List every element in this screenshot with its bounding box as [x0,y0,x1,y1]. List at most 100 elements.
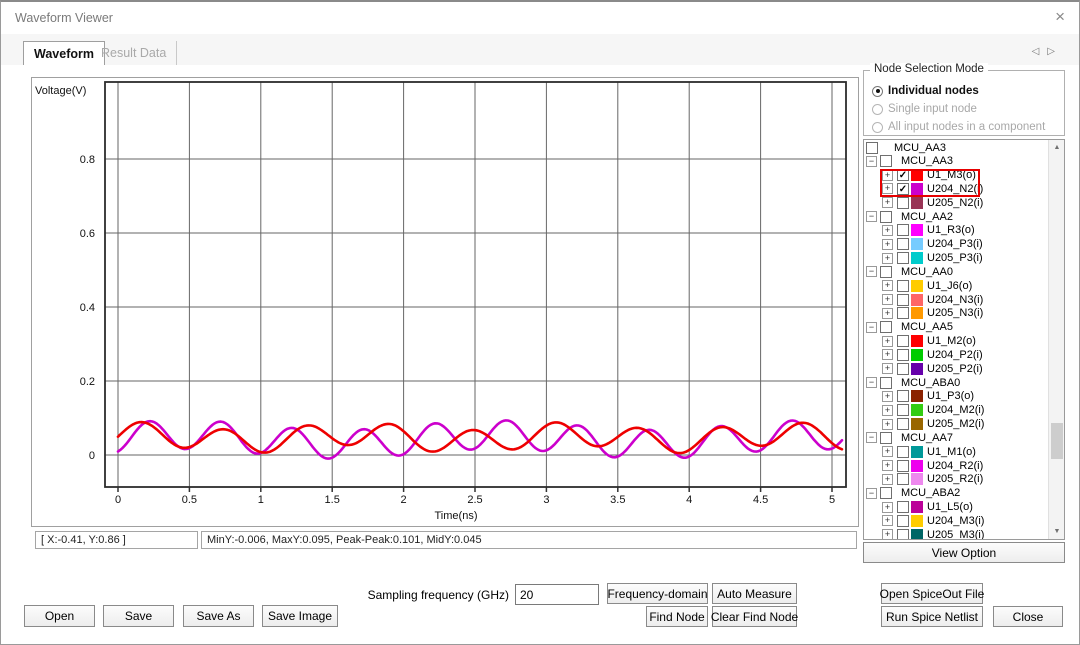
find-node-button[interactable]: Find Node [646,606,708,627]
open-button[interactable]: Open [24,605,95,627]
tree-row-MCU_ABA0[interactable]: − MCU_ABA0 [864,376,1048,390]
node-label[interactable]: MCU_AA3 [901,155,953,168]
expand-icon[interactable]: + [882,404,893,416]
close-icon[interactable]: × [1055,7,1065,26]
node-label[interactable]: U205_M3(i) [927,528,985,540]
clear-find-node-button[interactable]: Clear Find Node [711,606,798,627]
tree-row-U205_N3(i)[interactable]: + U205_N3(i) [864,307,1048,321]
tree-row-U204_N3(i)[interactable]: + U204_N3(i) [864,293,1048,307]
expand-icon[interactable]: + [882,515,893,527]
node-label[interactable]: U1_M3(o) [927,169,976,182]
node-checkbox[interactable] [897,404,909,417]
node-checkbox[interactable] [897,348,909,361]
node-checkbox[interactable] [897,501,909,514]
node-label[interactable]: U205_R2(i) [927,473,984,486]
collapse-icon[interactable]: − [866,211,877,223]
node-checkbox[interactable] [897,528,909,539]
sampling-frequency-input[interactable] [515,584,599,605]
tree-row-U205_P2(i)[interactable]: + U205_P2(i) [864,362,1048,376]
tree-row-MCU_ABA2[interactable]: − MCU_ABA2 [864,487,1048,501]
open-spiceout-file-button[interactable]: Open SpiceOut File [880,583,984,604]
node-checkbox[interactable] [897,293,909,306]
radio-icon[interactable] [872,85,883,97]
node-checkbox[interactable] [880,487,892,500]
node-checkbox[interactable] [897,473,909,486]
node-label[interactable]: MCU_AA3 [894,141,946,154]
node-checkbox[interactable] [880,376,892,389]
expand-icon[interactable]: + [882,294,893,306]
node-checkbox[interactable] [897,514,909,527]
save-as-button[interactable]: Save As [183,605,254,627]
expand-icon[interactable]: + [882,473,893,485]
nav-right-icon[interactable]: ▷ [1047,46,1063,57]
run-spice-netlist-button[interactable]: Run Spice Netlist [881,606,983,627]
scroll-down-icon[interactable]: ▼ [1053,528,1061,535]
tree-row-U204_P3(i)[interactable]: + U204_P3(i) [864,238,1048,252]
node-label[interactable]: MCU_AA5 [901,321,953,334]
radio-option-0[interactable]: Individual nodes [872,84,979,98]
tree-row-U205_M3(i)[interactable]: + U205_M3(i) [864,528,1048,540]
node-checkbox[interactable] [897,307,909,320]
node-label[interactable]: U205_P3(i) [927,252,983,265]
node-label[interactable]: U204_M3(i) [927,514,985,527]
node-label[interactable]: U1_L5(o) [927,501,973,514]
tree-row-U205_R2(i)[interactable]: + U205_R2(i) [864,473,1048,487]
expand-icon[interactable]: + [882,238,893,250]
collapse-icon[interactable]: − [866,266,877,278]
expand-icon[interactable]: + [882,390,893,402]
collapse-icon[interactable]: − [866,155,877,167]
node-label[interactable]: U1_M1(o) [927,445,976,458]
node-label[interactable]: U1_J6(o) [927,279,973,292]
expand-icon[interactable]: + [882,363,893,375]
expand-icon[interactable]: + [882,252,893,264]
save-image-button[interactable]: Save Image [262,605,338,627]
node-checkbox[interactable] [897,335,909,348]
tree-row-U204_M3(i)[interactable]: + U204_M3(i) [864,514,1048,528]
expand-icon[interactable]: + [882,460,893,472]
tree-row-MCU_AA7[interactable]: − MCU_AA7 [864,431,1048,445]
node-label[interactable]: U205_N3(i) [927,307,984,320]
node-checkbox[interactable] [897,445,909,458]
tree-row-U1_P3(o)[interactable]: + U1_P3(o) [864,390,1048,404]
node-checkbox[interactable] [880,155,892,168]
expand-icon[interactable]: + [882,446,893,458]
tree-row-U204_P2(i)[interactable]: + U204_P2(i) [864,348,1048,362]
node-label[interactable]: MCU_ABA2 [901,487,961,500]
collapse-icon[interactable]: − [866,487,877,499]
collapse-icon[interactable]: − [866,321,877,333]
node-checkbox[interactable] [897,252,909,265]
nav-left-icon[interactable]: ◁ [1031,46,1048,57]
tab-waveform[interactable]: Waveform [23,41,105,65]
scrollbar-thumb[interactable] [1051,423,1063,459]
expand-icon[interactable]: + [882,501,893,513]
node-label[interactable]: U204_M2(i) [927,404,985,417]
node-checkbox[interactable] [880,265,892,278]
node-label[interactable]: U1_P3(o) [927,390,975,403]
tree-row-MCU_AA0[interactable]: − MCU_AA0 [864,265,1048,279]
scroll-up-icon[interactable]: ▲ [1053,144,1061,151]
tree-row-U1_J6(o)[interactable]: + U1_J6(o) [864,279,1048,293]
node-label[interactable]: U205_N2(i) [927,196,984,209]
tab-result-data[interactable]: Result Data [91,41,178,65]
node-label[interactable]: MCU_AA0 [901,265,953,278]
collapse-icon[interactable]: − [866,377,877,389]
node-label[interactable]: MCU_AA2 [901,210,953,223]
node-label[interactable]: U204_P2(i) [927,348,983,361]
tree-row-MCU_AA3[interactable]: − MCU_AA3 [864,155,1048,169]
tree-row-U204_M2(i)[interactable]: + U204_M2(i) [864,404,1048,418]
tab-nav-arrows[interactable]: ◁▷ [1032,46,1063,57]
tree-row-MCU_AA2[interactable]: − MCU_AA2 [864,210,1048,224]
node-checkbox[interactable] [897,418,909,431]
expand-icon[interactable]: + [882,529,893,539]
node-label[interactable]: U204_P3(i) [927,238,983,251]
node-label[interactable]: U1_M2(o) [927,335,976,348]
expand-icon[interactable]: + [882,335,893,347]
node-checkbox[interactable] [897,459,909,472]
tree-row-U1_M1(o)[interactable]: + U1_M1(o) [864,445,1048,459]
node-checkbox[interactable] [897,196,909,209]
node-label[interactable]: MCU_AA7 [901,431,953,444]
expand-icon[interactable]: + [882,280,893,292]
tree-row-U205_N2(i)[interactable]: + U205_N2(i) [864,196,1048,210]
tree-row-U205_M2(i)[interactable]: + U205_M2(i) [864,418,1048,432]
node-checkbox[interactable] [897,224,909,237]
